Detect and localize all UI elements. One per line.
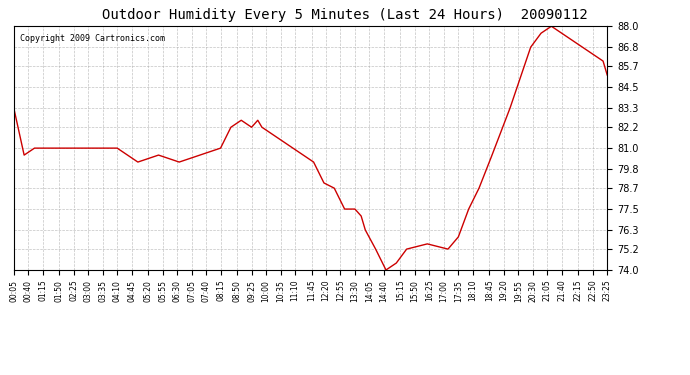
Text: Outdoor Humidity Every 5 Minutes (Last 24 Hours)  20090112: Outdoor Humidity Every 5 Minutes (Last 2… [102,8,588,21]
Text: Copyright 2009 Cartronics.com: Copyright 2009 Cartronics.com [20,34,165,43]
